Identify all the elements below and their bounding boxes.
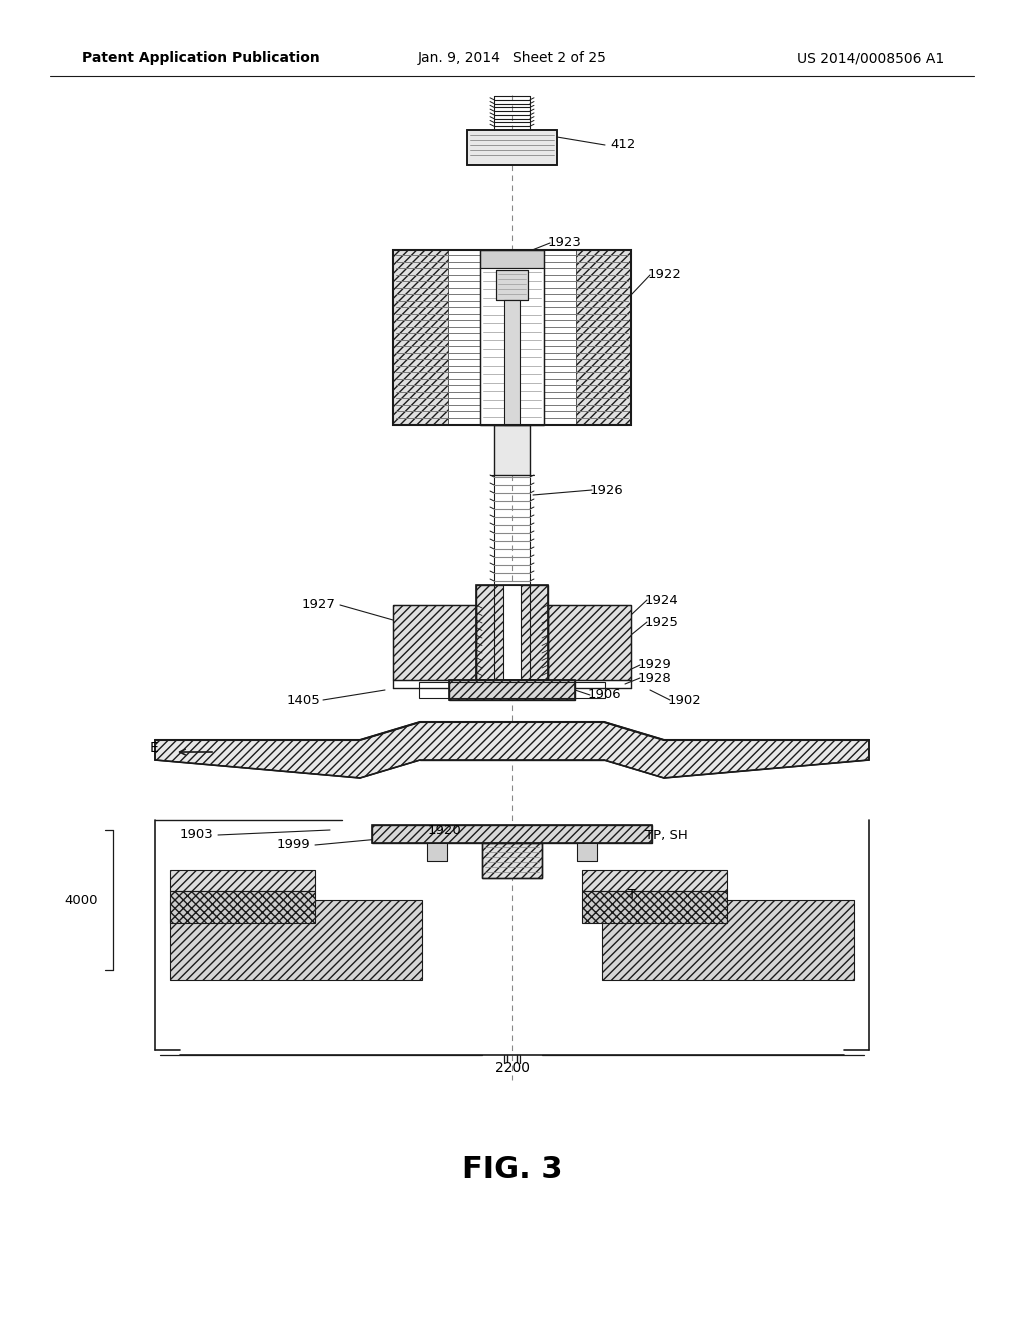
Bar bbox=[467, 129, 557, 165]
Polygon shape bbox=[170, 900, 422, 979]
Bar bbox=[496, 271, 528, 300]
Text: US 2014/0008506 A1: US 2014/0008506 A1 bbox=[797, 51, 944, 65]
Polygon shape bbox=[372, 825, 652, 843]
Bar bbox=[504, 300, 520, 425]
Bar bbox=[480, 249, 544, 268]
Bar bbox=[393, 605, 476, 680]
Text: FIG. 3: FIG. 3 bbox=[462, 1155, 562, 1184]
Bar bbox=[476, 585, 548, 680]
Bar bbox=[548, 605, 631, 680]
Bar bbox=[480, 268, 544, 425]
Text: 1925: 1925 bbox=[645, 615, 679, 628]
Polygon shape bbox=[155, 722, 869, 777]
Polygon shape bbox=[393, 605, 476, 680]
Text: 1405: 1405 bbox=[287, 693, 319, 706]
Polygon shape bbox=[170, 891, 315, 923]
Bar bbox=[496, 271, 528, 300]
Bar bbox=[419, 682, 605, 698]
Text: 1922: 1922 bbox=[648, 268, 682, 281]
Text: 4000: 4000 bbox=[65, 894, 98, 907]
Text: 1923: 1923 bbox=[548, 236, 582, 249]
Text: 1906: 1906 bbox=[588, 689, 622, 701]
Bar bbox=[393, 249, 631, 425]
Text: Jan. 9, 2014   Sheet 2 of 25: Jan. 9, 2014 Sheet 2 of 25 bbox=[418, 51, 606, 65]
Text: 1927: 1927 bbox=[301, 598, 335, 611]
Bar bbox=[372, 825, 652, 843]
Bar bbox=[467, 129, 557, 165]
Polygon shape bbox=[393, 249, 449, 425]
Text: 1920: 1920 bbox=[427, 824, 461, 837]
Text: E: E bbox=[150, 741, 158, 755]
Text: 412: 412 bbox=[610, 139, 635, 152]
Text: 1926: 1926 bbox=[590, 483, 624, 496]
Text: 1929: 1929 bbox=[638, 659, 672, 672]
Polygon shape bbox=[577, 843, 597, 861]
Polygon shape bbox=[476, 585, 548, 680]
Polygon shape bbox=[427, 843, 447, 861]
Bar bbox=[503, 585, 521, 680]
Polygon shape bbox=[482, 843, 542, 878]
Bar bbox=[427, 843, 447, 861]
Text: 2200: 2200 bbox=[495, 1061, 529, 1074]
Bar bbox=[494, 425, 530, 475]
Bar bbox=[480, 249, 544, 425]
Bar bbox=[449, 680, 575, 700]
Text: 1903: 1903 bbox=[179, 829, 213, 842]
Polygon shape bbox=[582, 870, 727, 891]
Text: 1924: 1924 bbox=[645, 594, 679, 606]
Text: T: T bbox=[628, 888, 636, 902]
Bar bbox=[482, 843, 542, 878]
Bar bbox=[577, 843, 597, 861]
Text: Patent Application Publication: Patent Application Publication bbox=[82, 51, 319, 65]
Text: 1999: 1999 bbox=[276, 838, 310, 851]
Polygon shape bbox=[170, 870, 315, 891]
Text: TP, SH: TP, SH bbox=[645, 829, 688, 842]
Polygon shape bbox=[602, 900, 854, 979]
Polygon shape bbox=[582, 891, 727, 923]
Text: 1902: 1902 bbox=[668, 693, 701, 706]
Polygon shape bbox=[575, 249, 631, 425]
Polygon shape bbox=[449, 680, 575, 700]
Text: 1928: 1928 bbox=[638, 672, 672, 685]
Polygon shape bbox=[548, 605, 631, 680]
